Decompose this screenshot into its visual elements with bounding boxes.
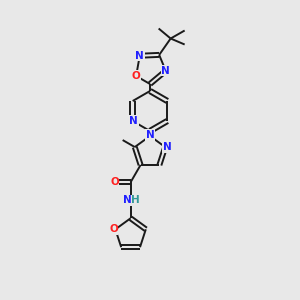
Text: N: N (129, 116, 138, 126)
Text: O: O (132, 71, 140, 81)
Text: N: N (161, 66, 170, 76)
Text: O: O (109, 224, 118, 234)
Text: N: N (135, 51, 144, 61)
Text: N: N (123, 195, 132, 205)
Text: H: H (131, 195, 140, 205)
Text: N: N (163, 142, 172, 152)
Text: O: O (110, 177, 119, 187)
Text: N: N (146, 130, 154, 140)
